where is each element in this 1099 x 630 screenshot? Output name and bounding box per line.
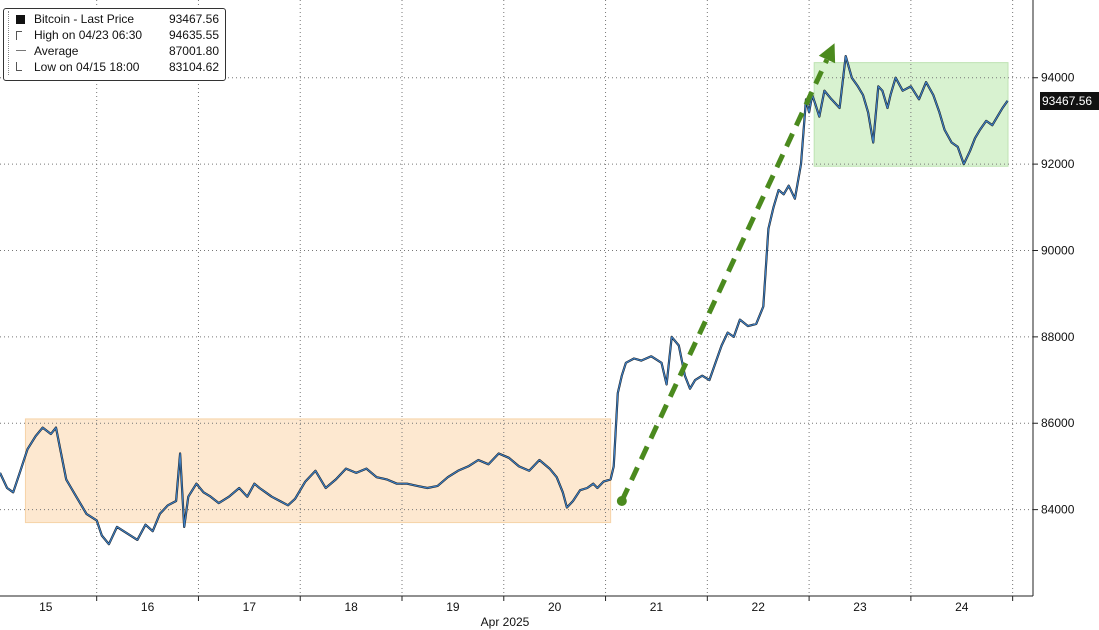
legend-tree-connector — [8, 11, 14, 75]
axes: 84000 86000 88000 90000 92000 94000 15 16 17 18 19… — [0, 0, 1075, 614]
price-series — [0, 54, 1009, 546]
high-marker-icon — [16, 31, 22, 40]
x-tick-label: 19 — [446, 600, 460, 614]
last-price-tag: 93467.56 — [1040, 92, 1099, 110]
legend-item-label: High on 04/23 06:30 — [34, 28, 143, 42]
square-marker-icon — [16, 15, 25, 24]
legend-item-label: Average — [34, 44, 79, 58]
x-tick-label: 18 — [344, 600, 358, 614]
x-axis-label: Apr 2025 — [481, 615, 530, 629]
arrow-head — [818, 43, 836, 64]
x-tick-label: 17 — [243, 600, 257, 614]
x-tick-label: 23 — [853, 600, 867, 614]
x-tick-label: 16 — [141, 600, 155, 614]
legend-item-value: 87001.80 — [168, 44, 219, 58]
y-tick-label: 90000 — [1041, 243, 1075, 257]
legend-item-value: 93467.56 — [168, 12, 219, 26]
grid-lines — [0, 0, 1033, 596]
legend-item-value: 83104.62 — [168, 60, 219, 74]
legend-item-high: High on 04/23 06:30 94635.55 — [8, 27, 221, 43]
y-tick-label: 86000 — [1041, 416, 1075, 430]
y-tick-label: 88000 — [1041, 330, 1075, 344]
y-tick-label: 94000 — [1041, 71, 1075, 85]
y-tick-label: 84000 — [1041, 503, 1075, 517]
legend-item-last-price: Bitcoin - Last Price 93467.56 — [8, 11, 221, 27]
x-tick-label: 21 — [650, 600, 664, 614]
price-line — [0, 55, 1009, 545]
trend-arrow — [616, 43, 836, 506]
legend-item-average: Average 87001.80 — [8, 43, 221, 59]
arrow-shaft — [619, 58, 830, 503]
y-tick-label: 92000 — [1041, 157, 1075, 171]
legend-item-value: 94635.55 — [168, 28, 219, 42]
consolidation-range-box — [24, 418, 612, 524]
annotation-boxes — [24, 62, 1009, 524]
average-marker-icon — [16, 50, 26, 51]
legend-item-label: Bitcoin - Last Price — [34, 12, 135, 26]
x-tick-label: 22 — [752, 600, 766, 614]
legend-item-low: Low on 04/15 18:00 83104.62 — [8, 59, 221, 75]
x-tick-label: 20 — [548, 600, 562, 614]
x-tick-label: 24 — [955, 600, 969, 614]
x-tick-label: 15 — [39, 600, 53, 614]
low-marker-icon — [16, 62, 22, 71]
legend-item-label: Low on 04/15 18:00 — [34, 60, 140, 74]
legend: Bitcoin - Last Price 93467.56 High on 04… — [3, 8, 226, 81]
